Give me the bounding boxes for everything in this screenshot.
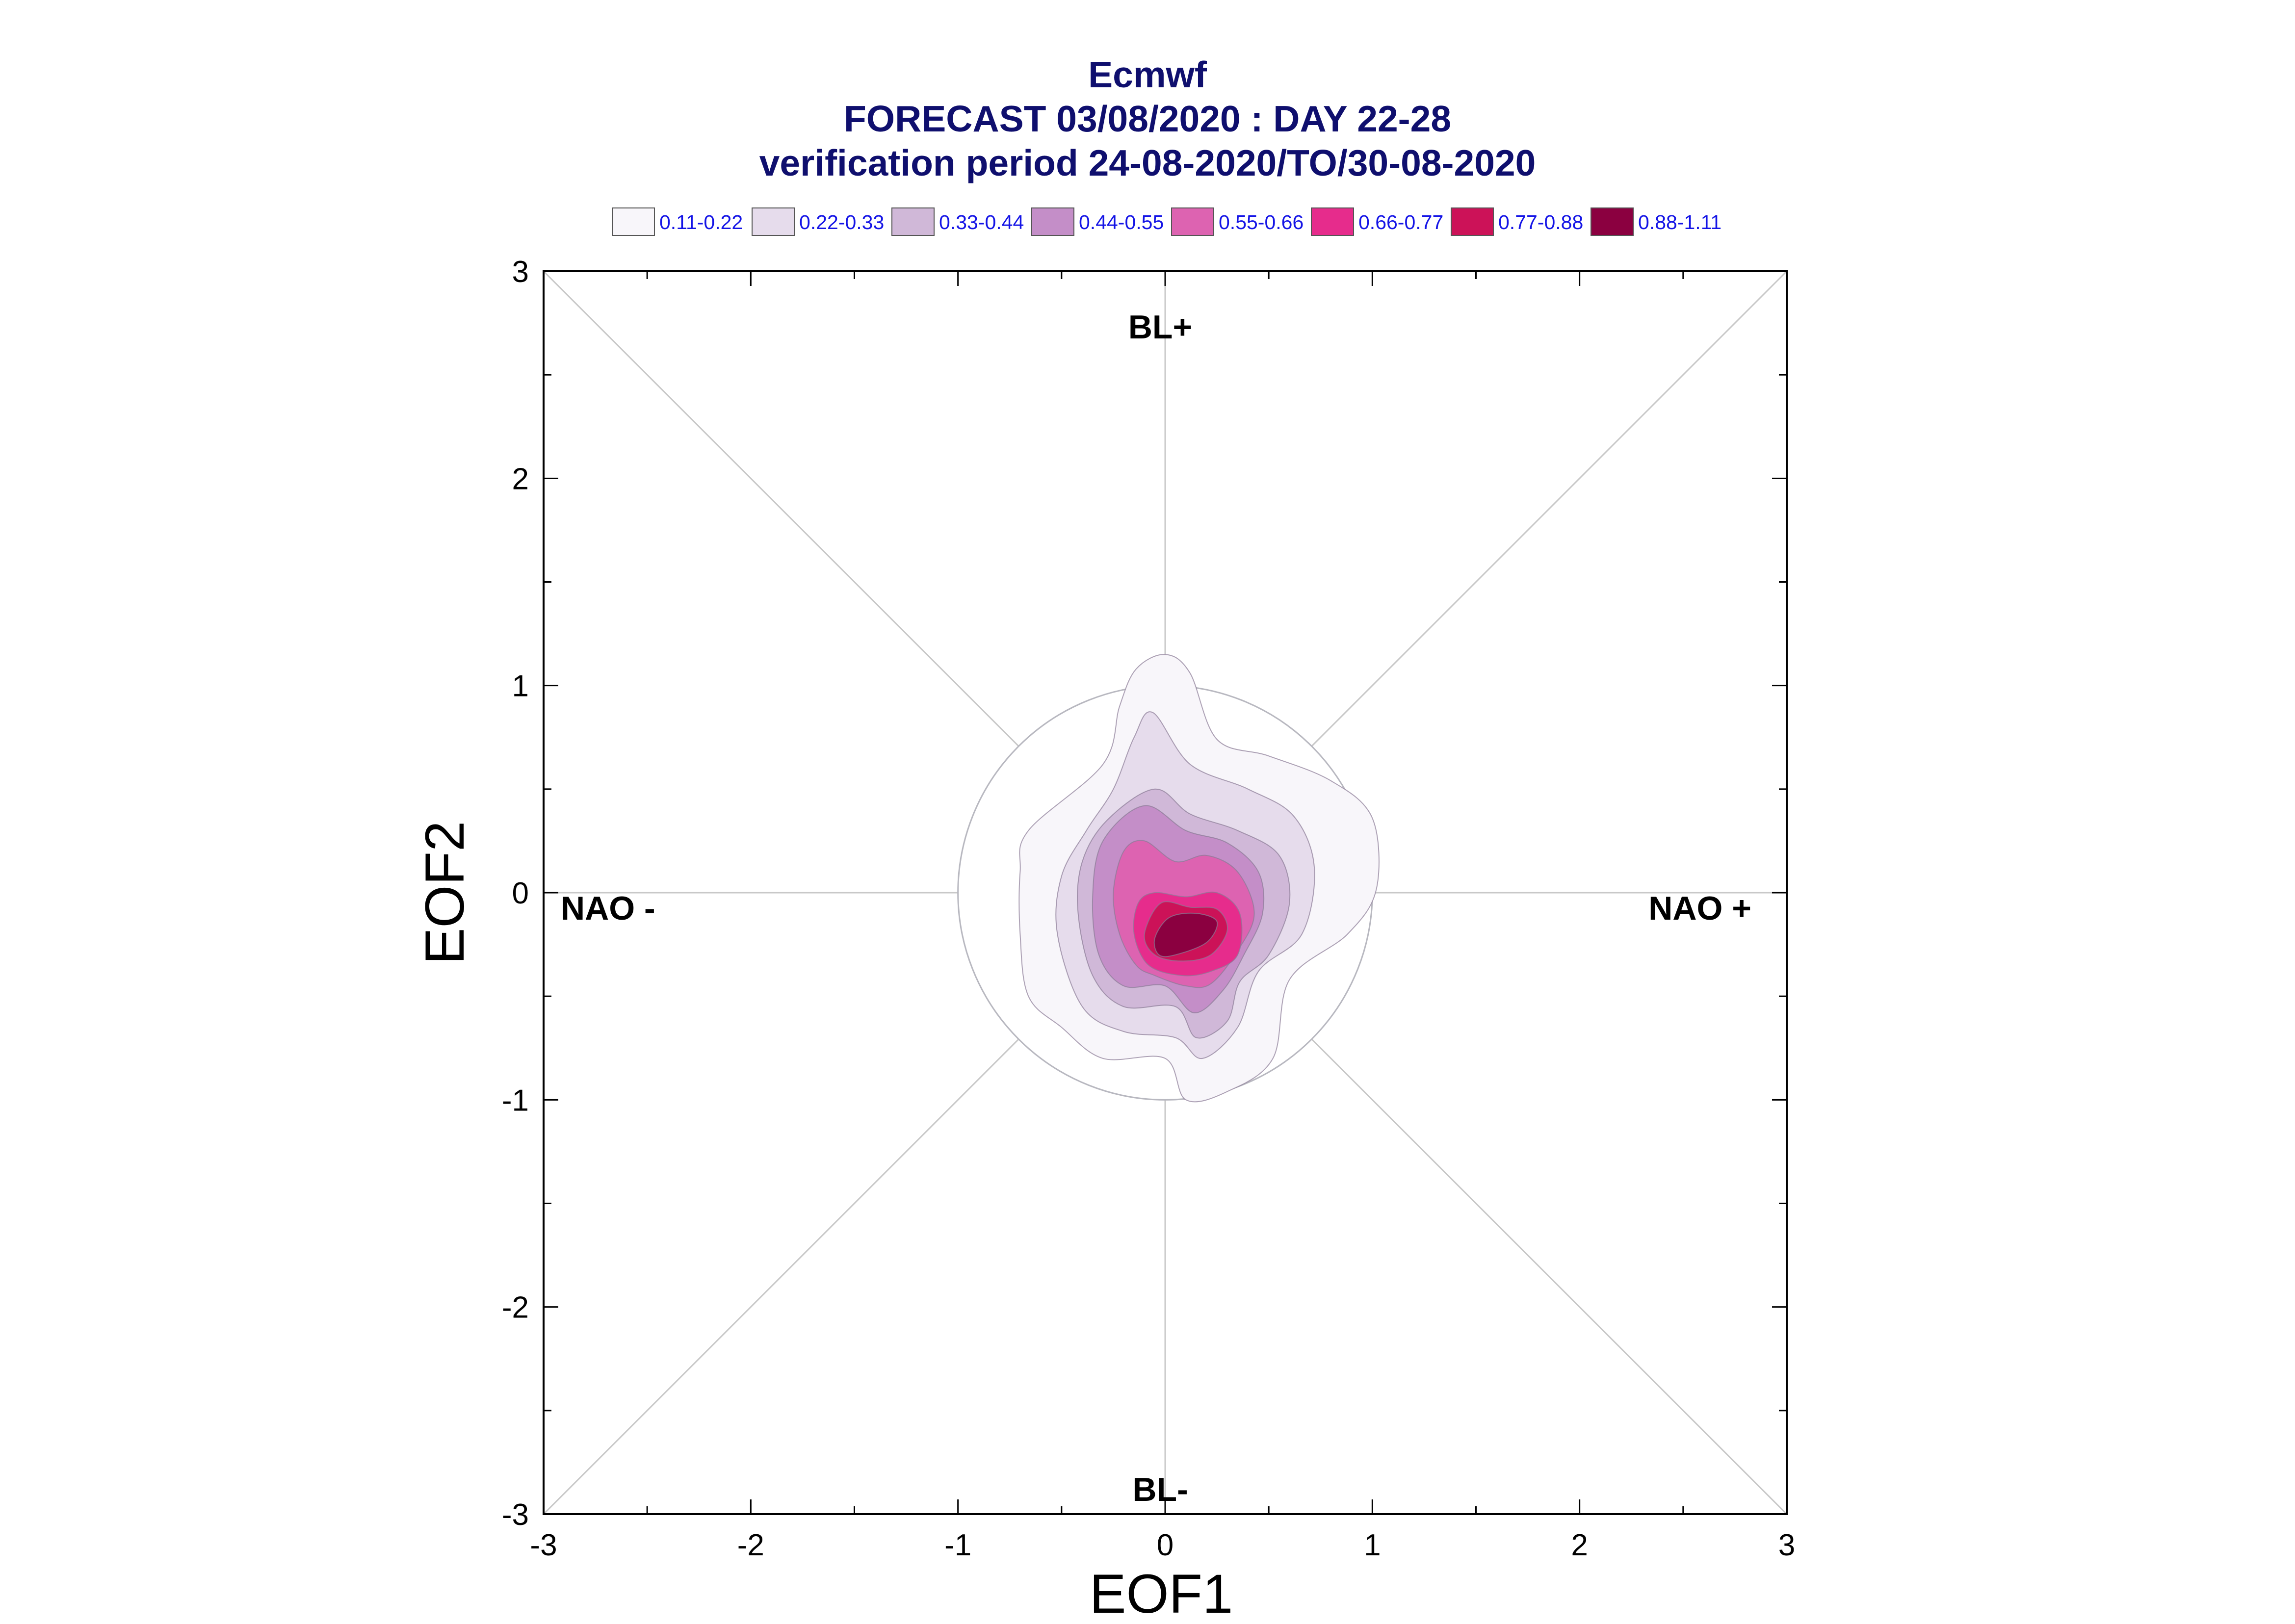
legend-label-7: 0.88-1.11 xyxy=(1638,211,1721,233)
x-tick-label: 2 xyxy=(1571,1528,1588,1562)
x-tick-label: 0 xyxy=(1157,1528,1174,1562)
legend-swatch-2 xyxy=(891,207,935,236)
y-tick-label: 0 xyxy=(512,876,529,910)
legend-label-3: 0.44-0.55 xyxy=(1079,211,1164,233)
x-tick-label: 3 xyxy=(1778,1528,1795,1562)
y-tick-label: 2 xyxy=(512,462,529,496)
regime-label-nao-plus: NAO + xyxy=(1648,890,1751,927)
x-tick-label: 1 xyxy=(1364,1528,1381,1562)
legend-swatch-5 xyxy=(1311,207,1354,236)
legend-swatch-7 xyxy=(1591,207,1634,236)
x-tick-label: -2 xyxy=(737,1528,764,1562)
legend-label-4: 0.55-0.66 xyxy=(1219,211,1304,233)
regime-label-bl-minus: BL- xyxy=(1132,1471,1188,1508)
axis-ticks: -3 -2 -1 0 1 2 3 -3 -2 -1 0 1 2 3 xyxy=(502,255,1795,1562)
legend-swatch-0 xyxy=(612,207,655,236)
x-tick-label: -3 xyxy=(530,1528,557,1562)
legend-label-0: 0.11-0.22 xyxy=(659,211,743,233)
legend-label-5: 0.66-0.77 xyxy=(1358,211,1443,233)
chart-title-line3: verification period 24-08-2020/TO/30-08-… xyxy=(759,142,1536,183)
regime-label-nao-minus: NAO - xyxy=(561,890,655,927)
y-tick-label: -1 xyxy=(502,1083,529,1117)
y-axis-title: EOF2 xyxy=(414,821,475,965)
x-tick-label: -1 xyxy=(944,1528,971,1562)
legend-swatch-1 xyxy=(752,207,795,236)
contour-level-7 xyxy=(1153,912,1218,957)
legend-swatch-6 xyxy=(1451,207,1494,236)
x-axis-title: EOF1 xyxy=(1090,1563,1233,1624)
y-tick-label: -2 xyxy=(502,1291,529,1325)
chart-title-line1: Ecmwf xyxy=(1088,54,1207,95)
chart-title-line2: FORECAST 03/08/2020 : DAY 22-28 xyxy=(844,98,1451,139)
y-tick-label: 1 xyxy=(512,670,529,703)
legend-label-6: 0.77-0.88 xyxy=(1498,211,1583,233)
legend: 0.11-0.22 0.22-0.33 0.33-0.44 0.44-0.55 0.55… xyxy=(612,207,1721,236)
y-tick-label: 3 xyxy=(512,255,529,289)
density-contours xyxy=(1018,654,1380,1103)
legend-swatch-3 xyxy=(1031,207,1074,236)
legend-label-1: 0.22-0.33 xyxy=(799,211,884,233)
legend-label-2: 0.33-0.44 xyxy=(939,211,1024,233)
plot-area: -3 -2 -1 0 1 2 3 -3 -2 -1 0 1 2 3 xyxy=(502,255,1795,1562)
y-tick-label: -3 xyxy=(502,1498,529,1532)
regime-label-bl-plus: BL+ xyxy=(1128,309,1192,346)
legend-swatch-4 xyxy=(1171,207,1214,236)
